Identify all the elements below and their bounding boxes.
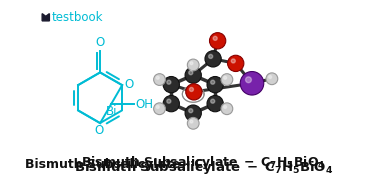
Circle shape [163, 77, 179, 93]
Circle shape [221, 74, 233, 85]
Circle shape [189, 87, 194, 91]
Circle shape [187, 59, 199, 71]
Circle shape [211, 80, 215, 84]
Text: $\mathbf{Bismuth\ Subsalicylate\ -\ C_7H_5BiO_4}$: $\mathbf{Bismuth\ Subsalicylate\ -\ C_7H… [81, 154, 326, 171]
Circle shape [266, 73, 278, 85]
Circle shape [185, 105, 201, 121]
Circle shape [185, 67, 201, 83]
Circle shape [209, 54, 213, 58]
Circle shape [187, 117, 199, 129]
Circle shape [231, 59, 235, 63]
Circle shape [186, 84, 202, 100]
Circle shape [207, 96, 223, 112]
Circle shape [213, 36, 217, 40]
Circle shape [156, 76, 159, 79]
Circle shape [269, 75, 272, 79]
Circle shape [207, 77, 223, 93]
Circle shape [245, 77, 251, 83]
Circle shape [224, 105, 227, 108]
Polygon shape [42, 14, 49, 21]
Circle shape [189, 71, 193, 75]
Circle shape [205, 51, 221, 67]
Circle shape [221, 103, 233, 115]
Text: testbook: testbook [52, 11, 104, 24]
Text: O: O [95, 124, 104, 137]
Circle shape [189, 109, 193, 113]
Circle shape [154, 103, 165, 115]
Circle shape [167, 99, 171, 103]
Circle shape [167, 80, 171, 84]
Text: $\bf{Bismuth\ Subsalicylate\ -\ C_7H_5BiO_4}$: $\bf{Bismuth\ Subsalicylate\ -\ C_7H_5Bi… [73, 159, 333, 176]
Circle shape [154, 74, 165, 85]
Circle shape [240, 72, 264, 95]
Circle shape [211, 99, 215, 103]
Circle shape [156, 105, 159, 108]
Circle shape [190, 120, 193, 123]
Circle shape [210, 33, 226, 49]
Text: O: O [124, 78, 133, 91]
Circle shape [163, 96, 179, 112]
Circle shape [224, 76, 227, 79]
Text: Bismuth Subsalicylate - C: Bismuth Subsalicylate - C [25, 158, 203, 171]
Circle shape [228, 55, 244, 72]
Text: OH: OH [136, 98, 154, 111]
Text: Bi: Bi [106, 105, 117, 118]
Text: O: O [95, 36, 105, 49]
Circle shape [190, 62, 193, 65]
